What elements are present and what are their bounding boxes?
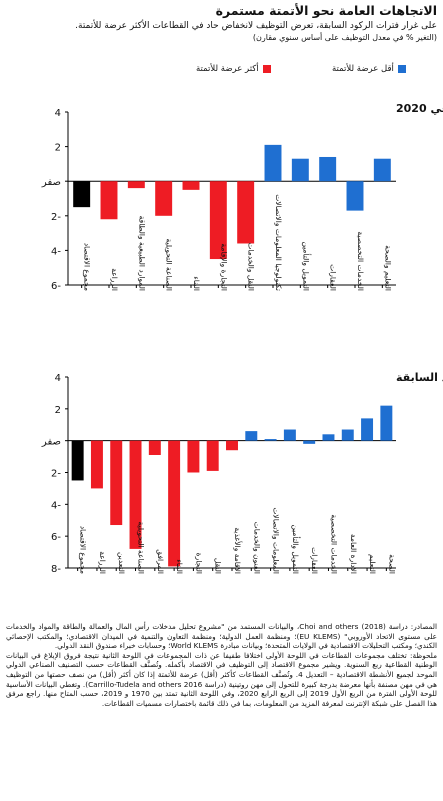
panel-2-bar xyxy=(206,440,219,471)
panel-1-y-tick-label: 4- xyxy=(51,246,61,257)
panel-2-bar xyxy=(283,429,296,441)
panel-2-y-tick-label: 4- xyxy=(51,500,61,511)
panel-2-bar xyxy=(341,429,354,441)
panel-1-category-label: الصناعة التحويلية xyxy=(165,238,174,291)
panel-1-y-tick-label: 4 xyxy=(55,108,61,119)
panel-1-y-tick-label: 6- xyxy=(51,281,61,292)
panel-2-category-label: المرافق xyxy=(156,549,165,574)
legend-swatch-low xyxy=(397,65,406,73)
panel-1-bar xyxy=(182,181,200,190)
panel-1-y-tick-label: 2- xyxy=(51,212,61,223)
panel-2-bar xyxy=(110,440,123,526)
chart-header: الاتجاهات العامة نحو الأتمتة مستمرة على … xyxy=(6,2,437,43)
panel-2-title: 2- المتوسط في فترات الركود السابقة xyxy=(396,371,443,384)
panel-2-bar xyxy=(303,440,316,444)
panel-2-category-label: الصحة xyxy=(387,554,396,574)
panel-2-y-tick-label: 8- xyxy=(51,564,61,575)
panel-2-y-tick-label: 2 xyxy=(55,405,61,416)
page-subtitle: على غرار فترات الركود السابقة، تعرض التو… xyxy=(75,21,437,31)
panel-1-category-label: النقل والخدمات xyxy=(247,242,256,291)
panel-2-bar xyxy=(71,440,84,481)
panel-2-bar xyxy=(264,439,277,441)
panel-2-bar xyxy=(148,440,161,455)
panel-1-bar xyxy=(73,181,91,208)
panel-1-category-label: التمويل والتأمين xyxy=(301,241,311,291)
panel-1-bar xyxy=(373,158,391,182)
panel-1-bar xyxy=(319,156,337,182)
panel-1-y-tick-label: 2 xyxy=(55,143,61,154)
page-title: الاتجاهات العامة نحو الأتمتة مستمرة xyxy=(215,3,437,18)
legend-item-high: أكثر عرضة للأتمتة xyxy=(196,64,271,74)
panel-2-y-tick-label: 6- xyxy=(51,532,61,543)
panel-2-bar xyxy=(322,434,335,441)
panel-2-y-tick-label: 4 xyxy=(55,373,61,384)
panel-2-category-label: مجموع الاقتصاد xyxy=(79,526,88,574)
panel-2-category-label: التعليم xyxy=(368,554,377,574)
panel-2-bar xyxy=(187,440,200,473)
panel-1-bar xyxy=(155,181,173,216)
panel-2-y-tick-label: 2- xyxy=(51,469,61,480)
panel-1-y-tick-label: صفر xyxy=(41,177,61,188)
panel-2-category-label: التجارة xyxy=(194,553,203,574)
panel-2-category-label: الإقامة والأغذية xyxy=(233,527,243,574)
panel-2-category-label: الخدمات التخصصية xyxy=(329,514,338,574)
source-note: المصادر: دراسة (2018) Choi and others، و… xyxy=(6,622,437,651)
panel-2-category-label: البناء xyxy=(175,559,184,574)
panel-1-bar xyxy=(346,181,364,211)
panel-1-bar xyxy=(237,181,255,244)
panel-1-category-label: تكنولوجيا المعلومات والاتصالات xyxy=(274,194,283,291)
legend-item-low: أقل عرضة للأتمتة xyxy=(332,64,406,74)
panel-2-category-label: الإدارة العامة xyxy=(349,534,358,574)
panel-1-category-label: التجارة والإقامة xyxy=(219,243,228,291)
chart-area: 4 2 صفر 2- 4- 6- 1- المتوسط في 2020 مجموع الاقت… xyxy=(41,102,443,575)
methodology-note: ملحوظة: تختلف مجموعات القطاعات في اللوحة… xyxy=(6,650,438,708)
panel-2-category-label: النقل xyxy=(214,558,223,574)
panel-2-category-label: الزراعة xyxy=(98,551,107,574)
panel-1-category-label: العقارات xyxy=(329,264,338,291)
panel-1-category-label: البناء xyxy=(192,276,201,291)
panel-2-category-label: العقارات xyxy=(310,547,319,574)
panel-2-bar xyxy=(129,440,142,549)
panel-1-category-label: الخدمات التخصصية xyxy=(356,231,365,291)
panel-2-bar xyxy=(168,440,181,567)
panel-1-category-label: الزراعة xyxy=(110,268,119,291)
panel-2-y-tick-label: صفر xyxy=(41,437,61,448)
footnotes: المصادر: دراسة (2018) Choi and others، و… xyxy=(6,622,437,708)
panel-1-category-label: التعليم والصحة xyxy=(383,245,392,291)
legend-label-low: أقل عرضة للأتمتة xyxy=(332,64,394,74)
panel-1-category-label: الموارد الطبيعية والطاقة xyxy=(137,216,146,291)
panel-1-bar xyxy=(127,181,145,189)
unit-note: (التغير % في معدل التوظيف على أساس سنوي … xyxy=(252,33,437,42)
panel-1-bar xyxy=(264,144,282,182)
panel-1-bar xyxy=(100,181,118,220)
panel-1-bar xyxy=(291,158,309,182)
panel-2-category-label: الفنون والخدمات xyxy=(252,522,261,574)
legend-label-high: أكثر عرضة للأتمتة xyxy=(196,64,259,74)
panel-1-category-label: مجموع الاقتصاد xyxy=(83,243,92,291)
panel-2-bar xyxy=(380,405,393,441)
panel-2-category-label: المعلومات والاتصالات xyxy=(272,507,281,574)
panel-2-category-label: التمويل والتأمين xyxy=(291,524,301,574)
panel-2-bar xyxy=(361,418,374,441)
panel-2-bar xyxy=(245,431,258,441)
panel-2-bar xyxy=(226,440,238,451)
panel-1-bar xyxy=(209,181,227,260)
panel-2-category-label: الصناعة التحويلية xyxy=(137,521,146,574)
panel-2-category-label: التعدين xyxy=(117,552,126,574)
legend-swatch-high xyxy=(262,65,271,73)
panel-1-title: 1- المتوسط في 2020 xyxy=(396,102,443,115)
panel-2-bar xyxy=(90,440,103,489)
